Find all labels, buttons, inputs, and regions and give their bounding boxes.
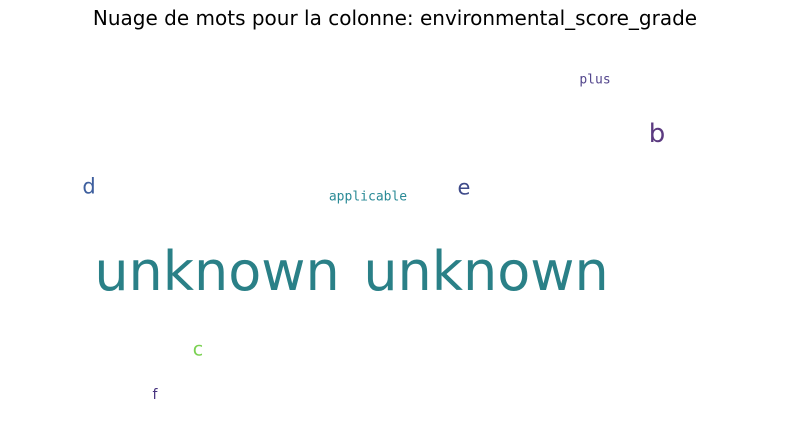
word-d: d xyxy=(82,174,96,199)
word-f: f xyxy=(152,387,158,403)
word-c: c xyxy=(192,338,204,361)
word-plus: plus xyxy=(579,72,611,88)
word-b: b xyxy=(648,119,666,149)
word-applicable: applicable xyxy=(328,189,408,205)
word-unknown-2: unknown xyxy=(363,240,609,303)
word-e: e xyxy=(457,175,471,200)
word-unknown-1: unknown xyxy=(94,240,340,303)
chart-title: Nuage de mots pour la colonne: environme… xyxy=(92,6,698,30)
